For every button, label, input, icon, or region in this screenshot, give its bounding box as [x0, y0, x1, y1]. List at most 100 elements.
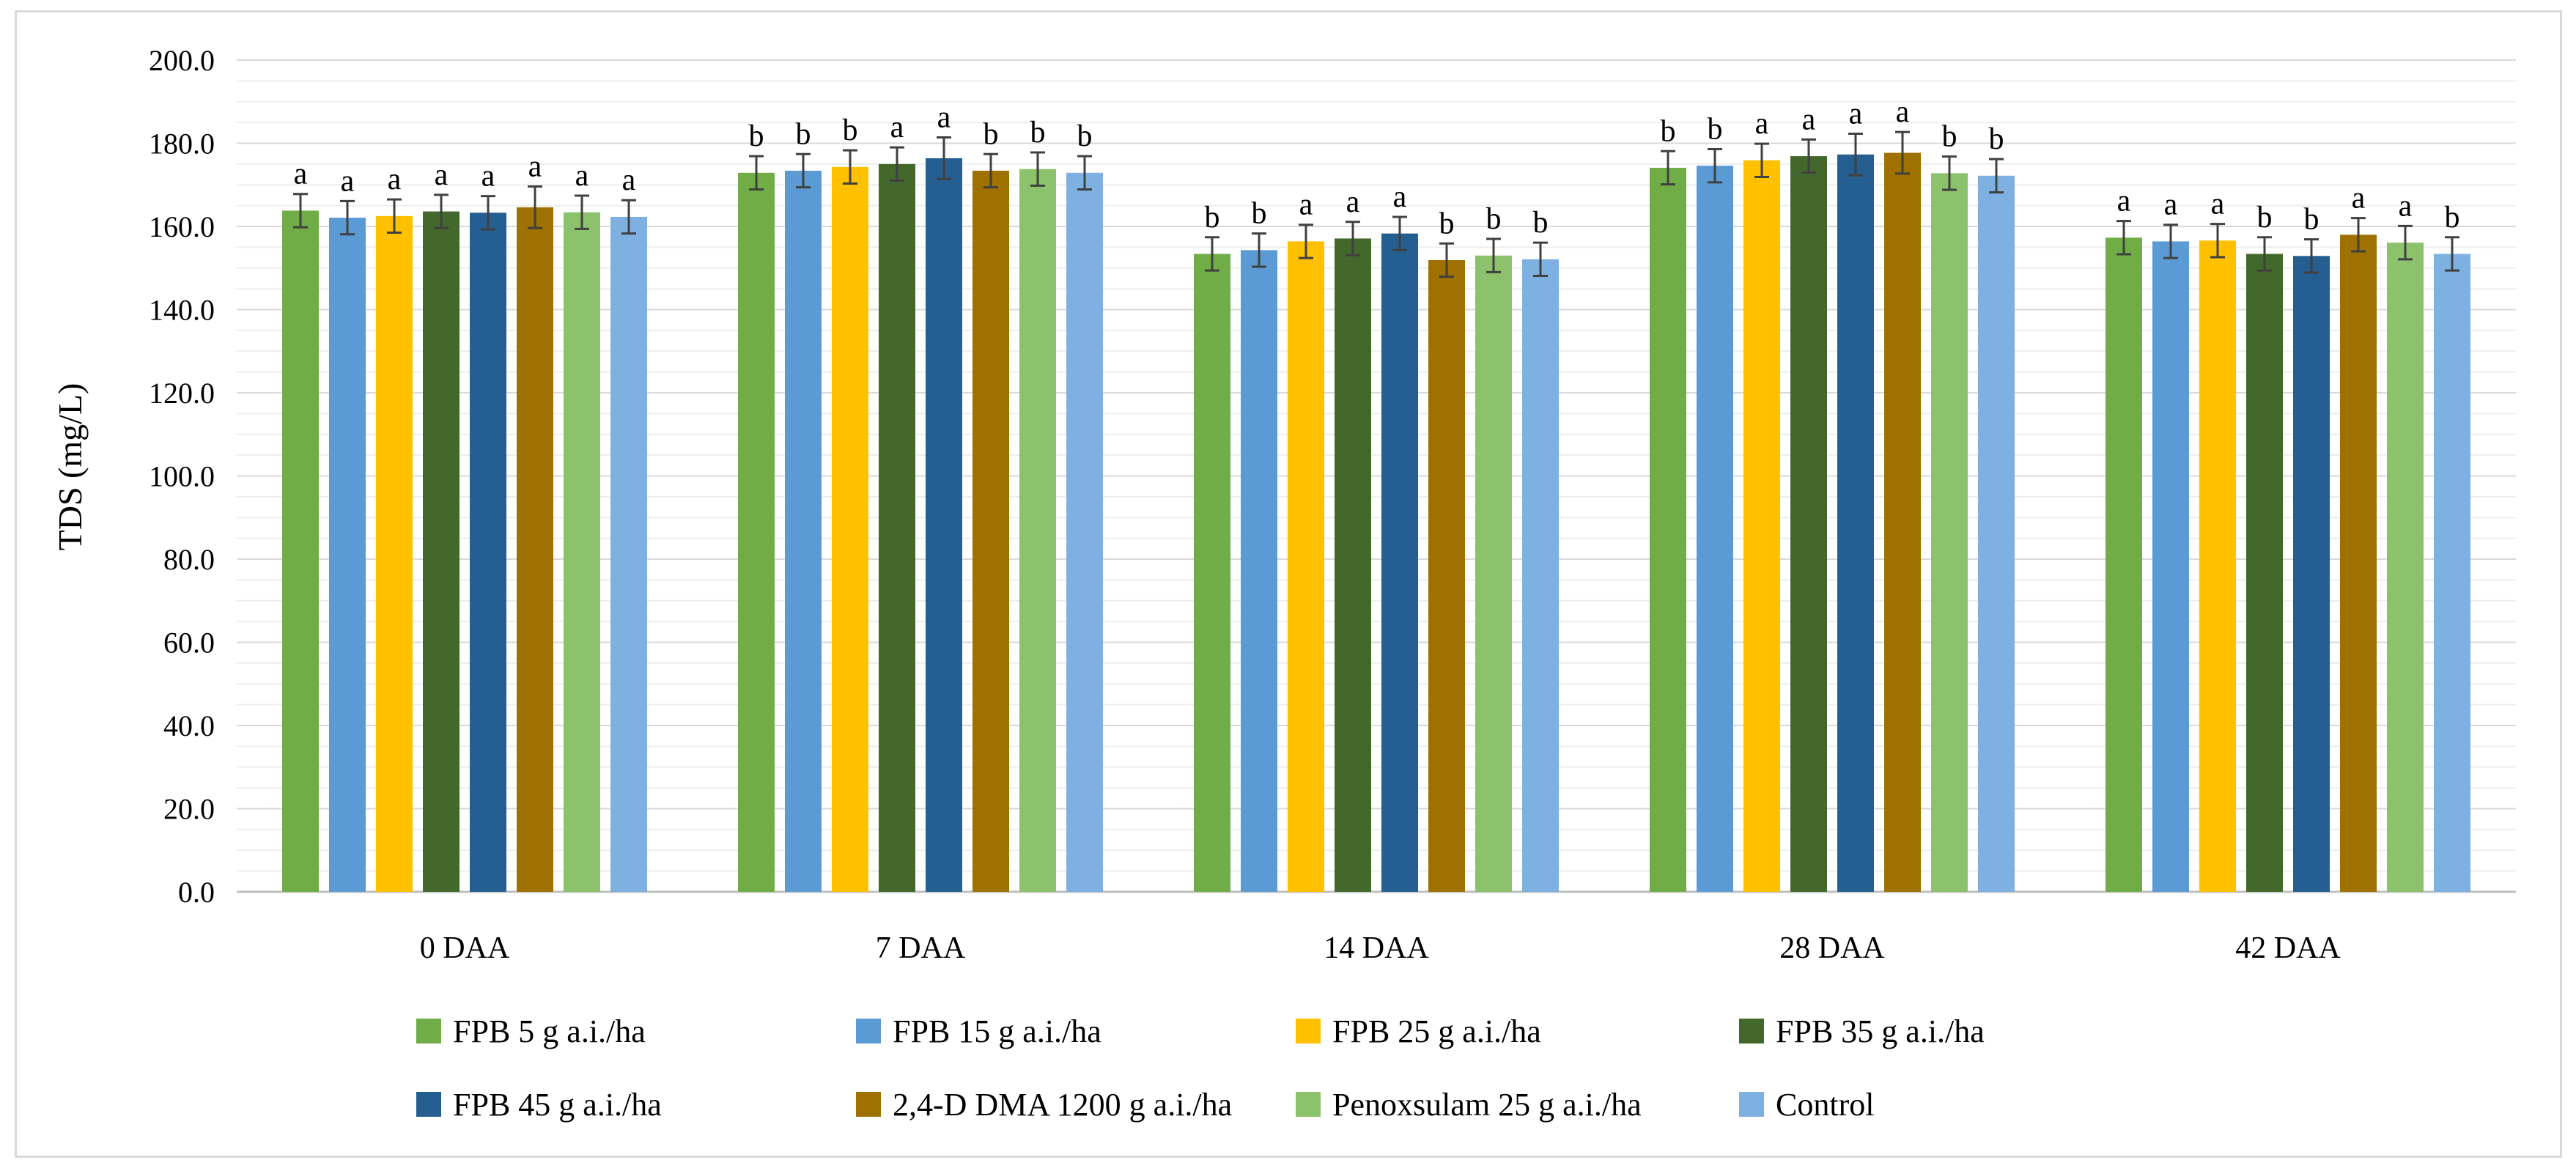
significance-label: b — [1030, 116, 1046, 149]
bar — [1790, 156, 1827, 892]
legend-label: Penoxsulam 25 g a.i./ha — [1332, 1087, 1642, 1123]
bar — [329, 218, 366, 892]
significance-label: a — [2352, 182, 2366, 215]
bar — [2152, 241, 2189, 892]
bar — [282, 210, 319, 892]
y-tick-label: 40.0 — [163, 709, 215, 742]
legend-label: FPB 35 g a.i./ha — [1776, 1013, 1985, 1049]
significance-label: b — [2304, 203, 2319, 237]
bar — [1335, 238, 1371, 892]
bar — [1650, 167, 1686, 893]
legend-swatch — [1739, 1092, 1764, 1117]
bar — [832, 166, 868, 892]
bar — [564, 212, 600, 893]
y-tick-label: 0.0 — [178, 876, 215, 909]
bar — [2106, 237, 2142, 892]
bar — [1743, 160, 1780, 892]
bar — [1837, 154, 1874, 892]
bar — [973, 170, 1009, 892]
significance-label: a — [1802, 103, 1816, 136]
significance-label: a — [1299, 188, 1313, 222]
significance-label: b — [1077, 119, 1093, 153]
x-category-label: 7 DAA — [876, 931, 966, 965]
significance-label: b — [1942, 120, 1957, 154]
tds-bar-chart: 0.0 20.0 40.0 60.0 80.0 100.0 120.0 140.0 160.0 1… — [51, 44, 2516, 1123]
bar — [738, 172, 775, 893]
legend-label: Control — [1776, 1087, 1874, 1123]
significance-label: b — [1533, 206, 1549, 240]
bar — [2340, 234, 2377, 893]
significance-label: a — [2399, 189, 2413, 223]
significance-label: b — [749, 119, 764, 153]
significance-label: b — [1708, 112, 1723, 146]
bar — [1381, 233, 1418, 893]
bar — [2199, 240, 2236, 892]
bar — [785, 170, 822, 892]
bar — [423, 211, 460, 892]
significance-label: b — [843, 114, 858, 147]
significance-label: a — [1849, 97, 1863, 130]
significance-label: a — [2164, 188, 2178, 222]
bar — [1522, 259, 1559, 892]
bar — [1475, 255, 1512, 893]
significance-label: b — [1486, 202, 1502, 236]
significance-label: b — [1439, 207, 1455, 240]
y-tick-label: 160.0 — [149, 210, 215, 243]
y-tick-label: 20.0 — [163, 793, 215, 826]
bar — [2387, 243, 2424, 892]
y-axis-title: TDS (mg/L) — [51, 383, 89, 551]
significance-label: a — [388, 163, 402, 196]
significance-label: a — [622, 163, 636, 197]
bar — [610, 216, 647, 892]
legend-swatch — [1296, 1092, 1321, 1117]
bar — [376, 215, 413, 892]
bar — [1931, 173, 1968, 893]
legend-label: 2,4-D DMA 1200 g a.i./ha — [893, 1087, 1232, 1123]
bar — [1978, 175, 2015, 892]
significance-label: a — [890, 111, 904, 144]
y-tick-label: 60.0 — [163, 627, 215, 660]
significance-label: a — [1393, 180, 1407, 214]
y-tick-label: 200.0 — [149, 44, 215, 77]
bar — [2434, 254, 2470, 893]
legend-swatch — [416, 1092, 441, 1117]
bar — [517, 207, 553, 892]
significance-label: b — [1205, 201, 1220, 234]
significance-label: b — [2257, 201, 2273, 234]
legend-label: FPB 25 g a.i./ha — [1332, 1013, 1541, 1049]
chart-frame: 0.0 20.0 40.0 60.0 80.0 100.0 120.0 140.0 160.0 1… — [15, 10, 2562, 1158]
significance-label: b — [1661, 114, 1676, 148]
significance-label: b — [796, 117, 811, 151]
significance-label: a — [481, 160, 495, 193]
significance-label: a — [2211, 188, 2225, 221]
x-axis-categories: 0 DAA 7 DAA 14 DAA 28 DAA 42 DAA — [420, 931, 2341, 965]
legend-swatch — [856, 1092, 881, 1117]
bar — [1019, 169, 1056, 892]
significance-label: b — [983, 117, 999, 151]
legend: FPB 5 g a.i./ha FPB 15 g a.i./ha FPB 25 g … — [416, 1013, 1985, 1123]
x-category-label: 14 DAA — [1324, 931, 1429, 965]
y-tick-label: 100.0 — [149, 460, 215, 493]
x-category-label: 28 DAA — [1779, 931, 1885, 965]
bar — [1288, 241, 1324, 892]
legend-label: FPB 45 g a.i./ha — [453, 1087, 662, 1123]
legend-swatch — [1739, 1019, 1764, 1043]
legend-swatch — [1296, 1019, 1321, 1043]
legend-label: FPB 5 g a.i./ha — [453, 1013, 646, 1049]
x-category-label: 0 DAA — [420, 931, 510, 965]
legend-label: FPB 15 g a.i./ha — [893, 1013, 1101, 1049]
bars — [282, 130, 2470, 893]
significance-labels: a a a a a a a ab b b a a b b bb b a a ab b bb b a a a ab ba a a b ba a b — [294, 95, 2460, 240]
significance-label: a — [1755, 107, 1769, 141]
legend-swatch — [856, 1019, 881, 1043]
significance-label: b — [1252, 197, 1267, 231]
y-axis: 0.0 20.0 40.0 60.0 80.0 100.0 120.0 140.0 160.0 1… — [149, 44, 215, 909]
significance-label: b — [2445, 201, 2460, 234]
significance-label: a — [341, 164, 355, 198]
bar — [1066, 172, 1103, 893]
y-tick-label: 120.0 — [149, 377, 215, 410]
significance-label: a — [575, 159, 589, 193]
significance-label: a — [435, 158, 449, 192]
bar — [1428, 259, 1465, 892]
bar — [470, 213, 506, 893]
